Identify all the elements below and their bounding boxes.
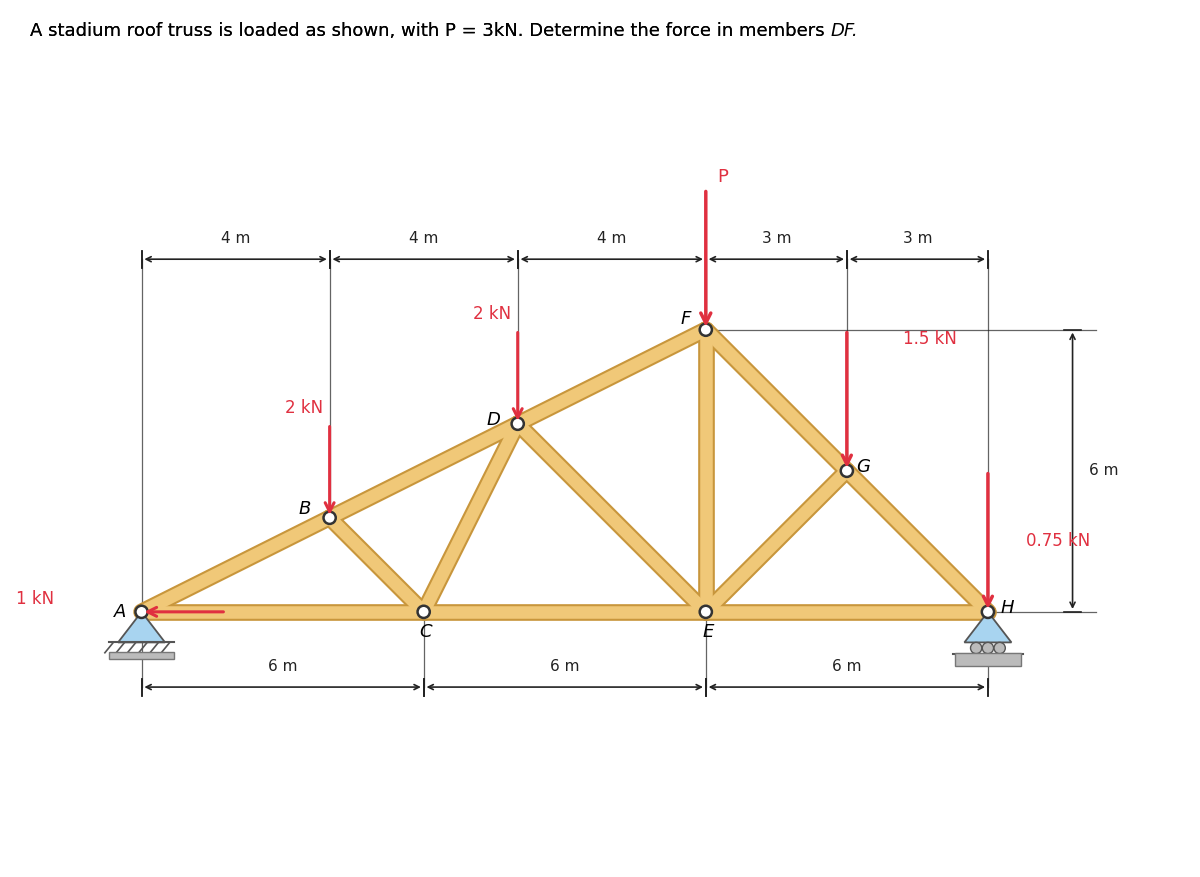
Circle shape bbox=[324, 511, 336, 524]
Text: F: F bbox=[680, 310, 691, 328]
Text: 6 m: 6 m bbox=[1090, 463, 1118, 478]
Text: 2 kN: 2 kN bbox=[284, 399, 323, 417]
Text: 4 m: 4 m bbox=[221, 231, 251, 246]
Text: 4 m: 4 m bbox=[598, 231, 626, 246]
Text: 3 m: 3 m bbox=[902, 231, 932, 246]
Text: 1.5 kN: 1.5 kN bbox=[904, 330, 958, 348]
Text: P: P bbox=[716, 168, 727, 186]
Text: A stadium roof truss is loaded as shown, with P = 3kN. Determine the force in me: A stadium roof truss is loaded as shown,… bbox=[30, 22, 830, 40]
Text: H: H bbox=[1001, 599, 1014, 617]
Circle shape bbox=[418, 606, 430, 618]
Text: B: B bbox=[299, 501, 311, 518]
Text: E: E bbox=[702, 623, 714, 640]
Text: 6 m: 6 m bbox=[268, 659, 298, 674]
Text: DF.: DF. bbox=[830, 22, 858, 40]
Text: 0.75 kN: 0.75 kN bbox=[1026, 532, 1090, 550]
Text: A stadium roof truss is loaded as shown, with P = 3kN. Determine the force in me: A stadium roof truss is loaded as shown,… bbox=[30, 22, 830, 40]
Circle shape bbox=[700, 606, 712, 618]
Circle shape bbox=[982, 606, 994, 618]
Text: A: A bbox=[114, 602, 126, 621]
Text: D: D bbox=[486, 411, 500, 429]
Polygon shape bbox=[965, 612, 1012, 643]
Circle shape bbox=[841, 465, 853, 477]
Circle shape bbox=[511, 417, 524, 430]
Bar bbox=[109, 652, 174, 659]
Text: 2 kN: 2 kN bbox=[473, 304, 511, 323]
Text: 6 m: 6 m bbox=[832, 659, 862, 674]
Polygon shape bbox=[118, 612, 166, 643]
Text: 6 m: 6 m bbox=[550, 659, 580, 674]
Text: C: C bbox=[420, 623, 432, 640]
Bar bbox=[955, 652, 1021, 666]
Text: 4 m: 4 m bbox=[409, 231, 438, 246]
Text: G: G bbox=[857, 458, 870, 476]
Text: 3 m: 3 m bbox=[762, 231, 791, 246]
Circle shape bbox=[983, 643, 994, 653]
Text: 1 kN: 1 kN bbox=[17, 589, 54, 608]
Circle shape bbox=[994, 643, 1006, 653]
Circle shape bbox=[700, 324, 712, 336]
Circle shape bbox=[136, 606, 148, 618]
Circle shape bbox=[971, 643, 982, 653]
